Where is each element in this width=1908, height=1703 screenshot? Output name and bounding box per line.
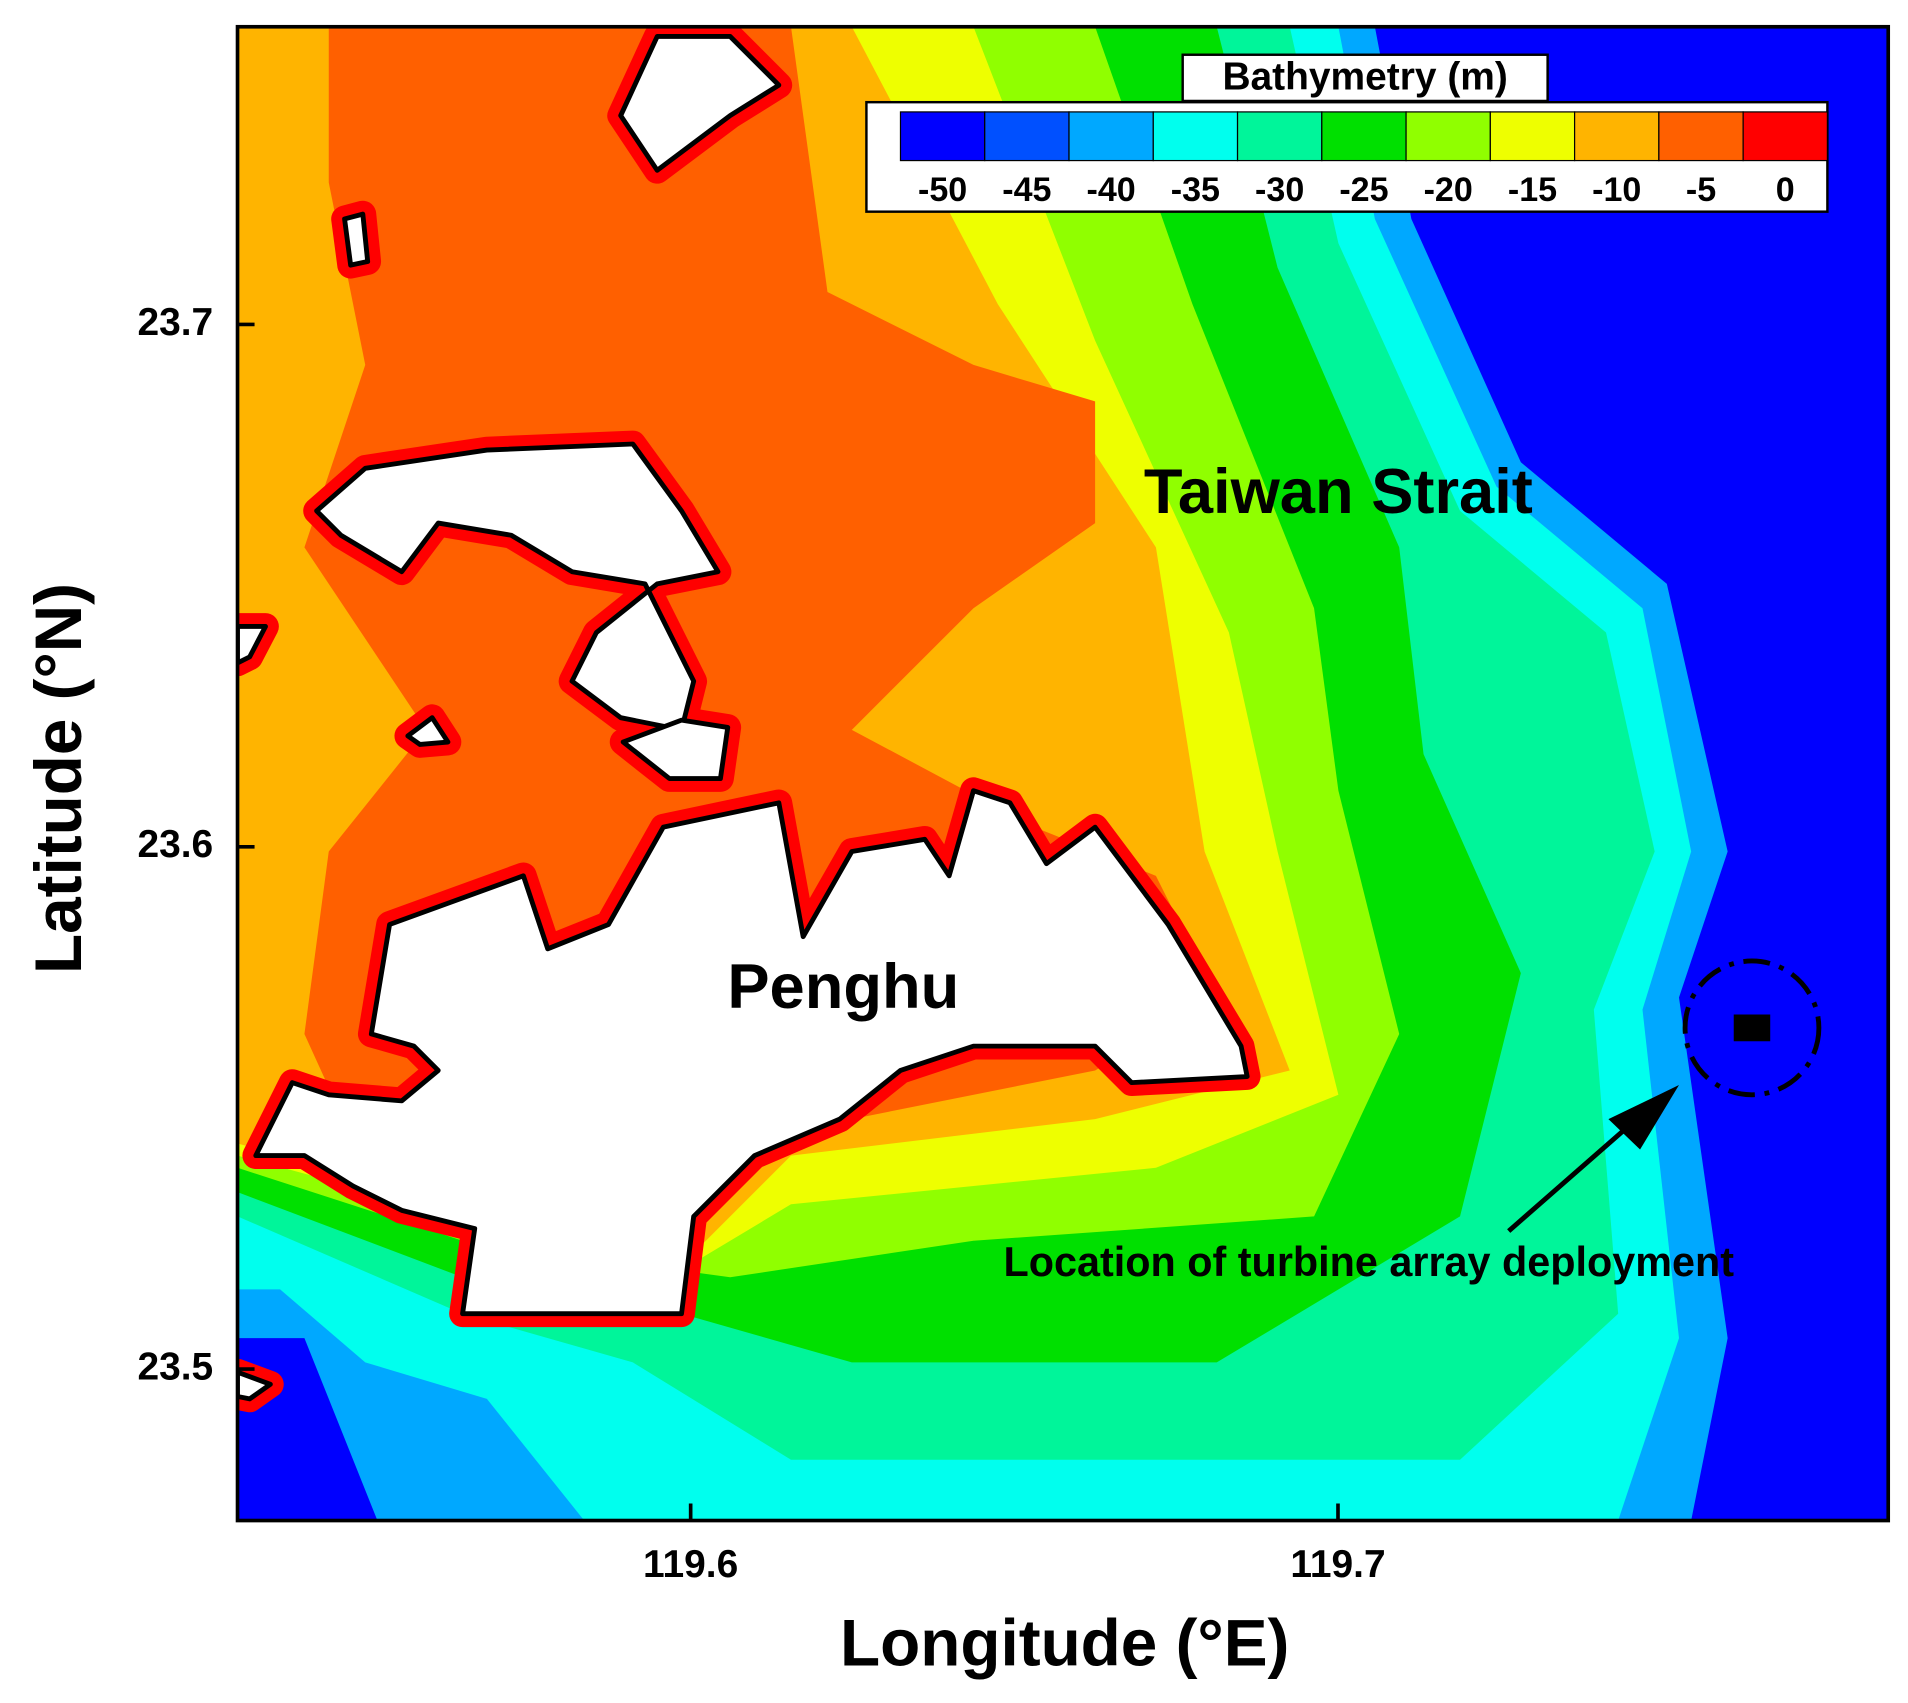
colorbar-tick-label: -25 [1339, 171, 1388, 209]
colorbar-tick-label: -45 [1002, 171, 1051, 209]
x-axis-label: Longitude (°E) [840, 1607, 1289, 1680]
annotation: Taiwan Strait [1144, 457, 1533, 527]
deployment-marker [1733, 1014, 1771, 1042]
deployment-circle [1682, 958, 1822, 1098]
island [253, 788, 1250, 1317]
colorbar-tick-label: -30 [1255, 171, 1304, 209]
island [620, 717, 731, 781]
colorbar-tick-label: -5 [1686, 171, 1716, 209]
y-tick-label: 23.7 [137, 301, 213, 344]
y-tick-label: 23.6 [137, 823, 213, 866]
colorbar-tick-label: -40 [1087, 171, 1136, 209]
island [618, 34, 782, 173]
colorbar-swatch [1068, 111, 1154, 162]
colorbar-title-box [1181, 53, 1549, 103]
annotation: Penghu [727, 952, 959, 1022]
colorbar-swatch [899, 111, 986, 162]
island [405, 715, 451, 747]
y-tick-label: 23.5 [137, 1345, 213, 1388]
colorbar-swatch [1658, 111, 1744, 162]
colorbar-tick-label: -50 [918, 171, 967, 209]
arrow-head [1608, 1085, 1679, 1150]
colorbar-swatch [1236, 111, 1323, 162]
island [342, 211, 371, 268]
colorbar-swatch [1489, 111, 1576, 162]
plot-frame [235, 24, 1891, 1523]
island [237, 1369, 273, 1402]
island [314, 441, 721, 733]
y-axis-label: Latitude (°N) [22, 583, 95, 974]
colorbar-tick-label: 0 [1776, 171, 1795, 209]
colorbar-swatch [1405, 111, 1491, 162]
colorbar-title: Bathymetry (m) [1222, 55, 1507, 98]
island [237, 624, 268, 666]
colorbar-swatch [1321, 111, 1407, 162]
colorbar-swatch [1152, 111, 1239, 162]
colorbar-tick-label: -15 [1508, 171, 1557, 209]
colorbar-swatch [1573, 111, 1660, 162]
x-tick-label: 119.6 [643, 1543, 738, 1586]
colorbar-tick-label: -20 [1424, 171, 1473, 209]
colorbar-swatch [984, 111, 1070, 162]
bathymetry-map [237, 26, 1889, 1521]
colorbar-tick-label: -35 [1171, 171, 1220, 209]
colorbar-tick-label: -10 [1592, 171, 1641, 209]
annotation: Location of turbine array deployment [1004, 1239, 1735, 1285]
colorbar-swatch [1742, 111, 1829, 162]
x-tick-label: 119.7 [1290, 1543, 1385, 1586]
